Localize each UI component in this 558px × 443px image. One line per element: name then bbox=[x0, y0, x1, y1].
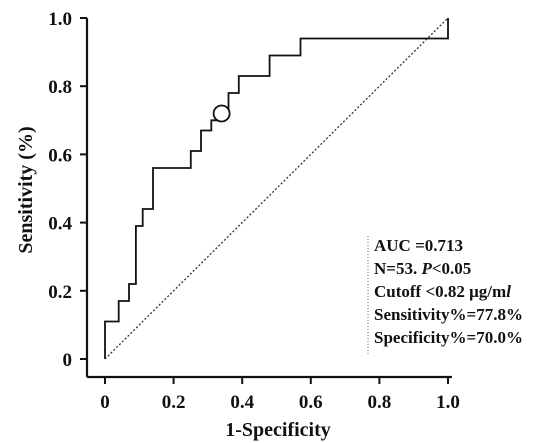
y-axis-label: Sensitivity (%) bbox=[15, 126, 37, 253]
y-tick-label: 0.2 bbox=[48, 282, 72, 303]
series-layer bbox=[104, 17, 449, 360]
x-tick-label: 0.2 bbox=[162, 392, 186, 413]
reference-diagonal-line bbox=[104, 17, 449, 360]
annotation-box: AUC =0.713 N=53. P<0.05 Cutoff <0.82 μg/ml… bbox=[367, 236, 523, 356]
x-axis-label: 1-Specificity bbox=[225, 419, 331, 441]
annotation-line: Cutoff <0.82 μg/ml bbox=[374, 282, 511, 301]
y-tick-label: 0.4 bbox=[48, 214, 72, 235]
y-tick-label: 0 bbox=[63, 350, 73, 371]
x-ticks: 0 0.2 0.4 0.6 0.8 1.0 bbox=[100, 377, 460, 413]
x-tick-label: 0.6 bbox=[299, 392, 323, 413]
y-ticks: 0 0.2 0.4 0.6 0.8 1.0 bbox=[48, 9, 87, 371]
cutoff-point-marker bbox=[212, 104, 231, 123]
y-tick-label: 0.8 bbox=[48, 77, 72, 98]
y-tick-label: 0.6 bbox=[48, 145, 72, 166]
axes bbox=[85, 18, 452, 379]
x-tick-label: 1.0 bbox=[436, 392, 460, 413]
annotation-line: Sensitivity%=77.8% bbox=[374, 305, 523, 324]
annotation-line: AUC =0.713 bbox=[374, 236, 463, 255]
x-tick-label: 0 bbox=[100, 392, 110, 413]
y-tick-label: 1.0 bbox=[48, 9, 72, 30]
x-tick-label: 0.8 bbox=[368, 392, 392, 413]
roc-curve-line bbox=[104, 18, 449, 359]
x-tick-label: 0.4 bbox=[230, 392, 254, 413]
annotation-line: Specificity%=70.0% bbox=[374, 328, 523, 347]
annotation-line: N=53. P<0.05 bbox=[374, 259, 471, 278]
